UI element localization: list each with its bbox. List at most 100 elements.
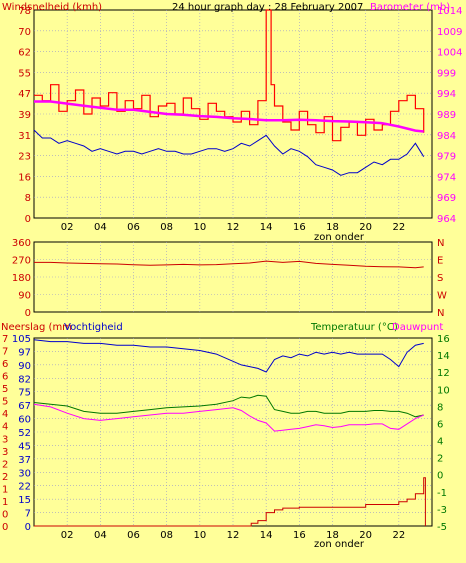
series-line-wind-gemiddeld bbox=[33, 129, 425, 176]
y2-tick-label: 994 bbox=[437, 89, 456, 100]
rain-tick-label: 5 bbox=[2, 397, 8, 408]
series-line-vochtigheid bbox=[33, 339, 424, 373]
y2-tick-label: N bbox=[437, 308, 444, 319]
y2-tick-label: 0 bbox=[437, 471, 443, 482]
x-tick-label: 20 bbox=[359, 530, 372, 541]
rain-tick-label: 6 bbox=[2, 372, 8, 383]
humidity-tick-label: 15 bbox=[18, 495, 31, 506]
x-tick-label: 02 bbox=[61, 530, 74, 541]
rain-tick-label: 7 bbox=[2, 334, 8, 345]
chart3-grid bbox=[34, 338, 432, 526]
y2-tick-label: 16 bbox=[437, 334, 450, 345]
x-tick-label: 14 bbox=[260, 222, 273, 233]
y2-tick-label: S bbox=[437, 273, 443, 284]
x-tick-label: 18 bbox=[326, 530, 339, 541]
chart3-y2-tick-labels: -5 -3 -1 0 2 4 6 8 10 12 14 16 bbox=[437, 334, 450, 533]
humidity-tick-label: 90 bbox=[18, 361, 31, 372]
series-line-barometer-mb- bbox=[34, 100, 424, 133]
humidity-tick-label: 67 bbox=[18, 401, 31, 412]
series-line-temperatuur bbox=[33, 394, 424, 418]
y-tick-label: 62 bbox=[18, 48, 31, 59]
humidity-tick-label: 60 bbox=[18, 415, 31, 426]
x-tick-label: 06 bbox=[127, 530, 140, 541]
chart1-series bbox=[33, 9, 425, 176]
chart3-x-tick-labels: 02 04 06 08 10 12 14 16 18 20 22 bbox=[61, 530, 405, 541]
chart3-y2label: Temperatuur (°C) bbox=[310, 322, 398, 333]
x-tick-label: 04 bbox=[94, 222, 107, 233]
y-tick-label: 8 bbox=[25, 193, 31, 204]
humidity-tick-label: 0 bbox=[25, 522, 31, 533]
y2-tick-label: 12 bbox=[437, 368, 450, 379]
y2-tick-label: -1 bbox=[437, 488, 447, 499]
x-tick-label: 22 bbox=[392, 530, 405, 541]
x-tick-label: 22 bbox=[392, 222, 405, 233]
rain-tick-label: 2 bbox=[2, 459, 8, 470]
x-tick-label: 20 bbox=[359, 222, 372, 233]
x-tick-label: 08 bbox=[160, 222, 173, 233]
y2-tick-label: 10 bbox=[437, 385, 450, 396]
rain-tick-label: 3 bbox=[2, 434, 8, 445]
y2-tick-label: 2 bbox=[437, 454, 443, 465]
y-tick-label: 55 bbox=[18, 68, 31, 79]
chart3-xlabel: zon onder bbox=[314, 539, 365, 550]
humidity-temperature-chart: 0715223037455260677582909710500112233445… bbox=[1, 322, 450, 550]
y-tick-label: 0 bbox=[25, 308, 31, 319]
rain-tick-label: 2 bbox=[2, 472, 8, 483]
y2-tick-label: 4 bbox=[437, 437, 443, 448]
x-tick-label: 14 bbox=[260, 530, 273, 541]
y2-tick-label: W bbox=[437, 291, 447, 302]
y2-tick-label: 979 bbox=[437, 152, 456, 163]
rain-tick-label: 5 bbox=[2, 384, 8, 395]
y-tick-label: 360 bbox=[12, 238, 31, 249]
x-tick-label: 16 bbox=[293, 222, 306, 233]
y-tick-label: 78 bbox=[18, 6, 31, 17]
chart3-ylabel2: Vochtigheid bbox=[64, 322, 123, 333]
y-tick-label: 47 bbox=[18, 89, 31, 100]
y2-tick-label: 989 bbox=[437, 110, 456, 121]
y2-tick-label: 6 bbox=[437, 419, 443, 430]
chart2-series bbox=[34, 260, 424, 269]
rain-tick-label: 0 bbox=[2, 509, 8, 520]
chart2-y-tick-labels: 0 90 180 270 360 bbox=[12, 238, 31, 319]
rain-tick-label: 3 bbox=[2, 447, 8, 458]
humidity-tick-label: 37 bbox=[18, 455, 31, 466]
humidity-tick-label: 30 bbox=[18, 468, 31, 479]
chart1-xlabel: zon onder bbox=[314, 232, 365, 243]
y2-tick-label: 974 bbox=[437, 172, 456, 183]
x-tick-label: 02 bbox=[61, 222, 74, 233]
y2-tick-label: N bbox=[437, 238, 444, 249]
chart2-grid bbox=[34, 242, 432, 312]
x-tick-label: 04 bbox=[94, 530, 107, 541]
x-tick-label: 06 bbox=[127, 222, 140, 233]
x-tick-label: 08 bbox=[160, 530, 173, 541]
humidity-tick-label: 75 bbox=[18, 388, 31, 399]
y-tick-label: 180 bbox=[12, 273, 31, 284]
y-tick-label: 16 bbox=[18, 172, 31, 183]
y-tick-label: 270 bbox=[12, 256, 31, 267]
humidity-tick-label: 7 bbox=[25, 509, 31, 520]
series-line-windsnelheid-kmh- bbox=[34, 9, 425, 142]
y2-tick-label: 1009 bbox=[437, 27, 462, 38]
y2-tick-label: -3 bbox=[437, 505, 447, 516]
x-tick-label: 18 bbox=[326, 222, 339, 233]
series-line-neerslag bbox=[34, 477, 426, 527]
rain-tick-label: 7 bbox=[2, 347, 8, 358]
rain-tick-label: 4 bbox=[2, 409, 8, 420]
rain-tick-label: 1 bbox=[2, 484, 8, 495]
chart3-ylabel: Neerslag (mm bbox=[1, 322, 72, 333]
rain-tick-label: 6 bbox=[2, 359, 8, 370]
rain-tick-label: 1 bbox=[2, 497, 8, 508]
x-tick-label: 10 bbox=[193, 530, 206, 541]
y-tick-label: 0 bbox=[25, 214, 31, 225]
humidity-tick-label: 82 bbox=[18, 374, 31, 385]
chart3-y-tick-labels: 0715223037455260677582909710500112233445… bbox=[2, 334, 31, 533]
rain-tick-label: 0 bbox=[2, 522, 8, 533]
y2-tick-label: 964 bbox=[437, 214, 456, 225]
x-tick-label: 16 bbox=[293, 530, 306, 541]
chart1-ylabel: Windsnelheid (kmh) bbox=[2, 2, 102, 13]
y-tick-label: 70 bbox=[18, 27, 31, 38]
